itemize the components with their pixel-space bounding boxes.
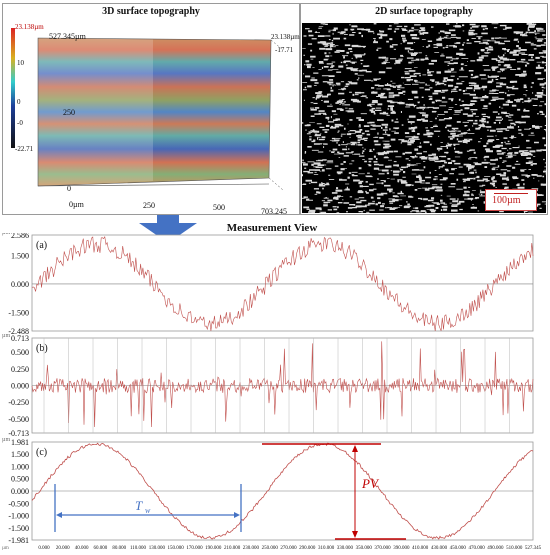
ytick-c-2: 1.000: [11, 462, 29, 471]
ytick-b-5: -0.500: [8, 415, 29, 424]
ytick-b-3: 0.000: [11, 382, 29, 391]
xtick-18: 370.000: [374, 546, 391, 551]
cbar-tick-top: 23.138µm: [15, 23, 44, 31]
ytick-c-3: 0.500: [11, 475, 29, 484]
pv-arrow-down-icon: [352, 531, 358, 538]
image-2d-surface: [302, 23, 546, 213]
plot-3d-surface: [11, 28, 284, 191]
xtick-21: 430.000: [431, 546, 448, 551]
down-arrow-icon: [139, 215, 197, 243]
scale-bar: 100µm: [485, 189, 537, 211]
xtick-20: 410.000: [412, 546, 429, 551]
cbar-tick-3: 0: [17, 98, 21, 106]
xtick-19: 390.000: [393, 546, 410, 551]
ytick-a-0: 2.586: [11, 233, 29, 240]
xtick-15: 310.000: [318, 546, 335, 551]
panel-letter-a: (a): [36, 240, 47, 251]
axis-y-top: 527.345µm: [49, 32, 86, 41]
xtick-1: 20.000: [56, 546, 70, 551]
unit-c: µm: [2, 437, 10, 443]
tw-arrow-left-icon: [56, 512, 62, 518]
axis-z-low: -17.71: [275, 46, 294, 54]
ytick-a-3: -1.500: [8, 308, 29, 317]
surface-face: [38, 38, 271, 186]
ytick-b-1: 0.500: [11, 348, 29, 357]
axis-z-top: 23.138µm: [271, 33, 300, 41]
tw-arrow-right-icon: [234, 512, 240, 518]
pv-arrow-up-icon: [352, 445, 358, 452]
tw-subscript: w: [145, 506, 151, 515]
title-2d: 2D surface topography: [375, 6, 473, 17]
xtick-24: 490.000: [487, 546, 504, 551]
xtick-3: 60.000: [94, 546, 108, 551]
axis-x-end: 703.245: [261, 207, 287, 216]
panel-letter-b: (b): [36, 343, 48, 354]
xtick-0: 0.000: [38, 546, 50, 551]
axis-x-250: 250: [143, 201, 155, 210]
axis-x-origin: 0µm: [69, 200, 84, 209]
xtick-6: 130.000: [149, 546, 166, 551]
ytick-a-1: 1.500: [11, 252, 29, 261]
xtick-16: 330.000: [337, 546, 354, 551]
scale-bar-line: [494, 193, 528, 194]
xtick-26: 527.345: [525, 546, 542, 551]
axis-x-500: 500: [213, 203, 225, 212]
unit-b: µm: [2, 333, 10, 339]
xtick-14: 290.000: [299, 546, 316, 551]
ytick-a-2: 0.000: [11, 280, 29, 289]
xtick-13: 270.000: [280, 546, 297, 551]
surface-overlay: [38, 38, 153, 186]
pv-label: PV: [361, 476, 380, 491]
colorbar: [11, 28, 15, 148]
title-3d: 3D surface topography: [102, 6, 200, 17]
cbar-tick-4: -0: [17, 119, 23, 127]
scale-bar-label: 100µm: [492, 195, 521, 206]
profile-panel-c: 1.981 1.500 1.000 0.500 0.000 -0.500 -1.000 -1.…: [2, 437, 542, 551]
texture-speckles: [302, 23, 546, 213]
panel-2d-topography: 2D surface topography 100µm: [300, 3, 548, 215]
axis-y-zero: 0: [67, 184, 71, 193]
ytick-b-6: -0.713: [8, 429, 29, 438]
ytick-b-4: -0.250: [8, 398, 29, 407]
ytick-c-7: -1.500: [8, 524, 29, 533]
xtick-2: 40.000: [75, 546, 89, 551]
profile-line-b: [31, 341, 534, 428]
xtick-22: 450.000: [450, 546, 467, 551]
xtick-4: 80.000: [112, 546, 126, 551]
ytick-c-0: 1.981: [11, 438, 29, 447]
xtick-9: 190.000: [205, 546, 222, 551]
xtick-10: 210.000: [224, 546, 241, 551]
ytick-c-1: 1.500: [11, 450, 29, 459]
xtick-5: 110.000: [130, 546, 147, 551]
ytick-a-4: -2.488: [8, 327, 29, 336]
xtick-11: 230.000: [243, 546, 260, 551]
profile-charts: 2.5861.5000.000-1.500-2.488µm(a)0.7130.5…: [2, 233, 542, 551]
ytick-b-0: 0.713: [11, 334, 29, 343]
measurement-view-label: Measurement View: [226, 222, 318, 234]
ytick-c-4: 0.000: [11, 487, 29, 496]
axis-y-mid: 250: [63, 108, 75, 117]
x-unit: µm: [2, 546, 9, 551]
ytick-c-6: -1.000: [8, 512, 29, 521]
xtick-12: 250.000: [262, 546, 279, 551]
panel-3d-topography: 3D surface topography: [2, 3, 300, 216]
profile-line-c: [31, 442, 534, 540]
panel-letter-c: (c): [36, 447, 47, 458]
ytick-c-5: -0.500: [8, 499, 29, 508]
xtick-25: 510.000: [506, 546, 523, 551]
ytick-b-2: 0.250: [11, 365, 29, 374]
xtick-7: 150.000: [168, 546, 185, 551]
xtick-23: 470.000: [468, 546, 485, 551]
xtick-8: 170.000: [186, 546, 203, 551]
profile-line-a: [31, 235, 534, 332]
tw-label: T: [135, 498, 143, 513]
xtick-17: 350.000: [356, 546, 373, 551]
unit-a: µm: [2, 233, 10, 236]
cbar-tick-bottom: -22.71: [15, 145, 34, 153]
cbar-tick-2: 10: [17, 59, 24, 67]
profile-panel-b: 0.713 0.500 0.250 0.000 -0.250 -0.500 -0.713 µm…: [2, 333, 534, 438]
ytick-c-8: -1.981: [8, 536, 29, 545]
